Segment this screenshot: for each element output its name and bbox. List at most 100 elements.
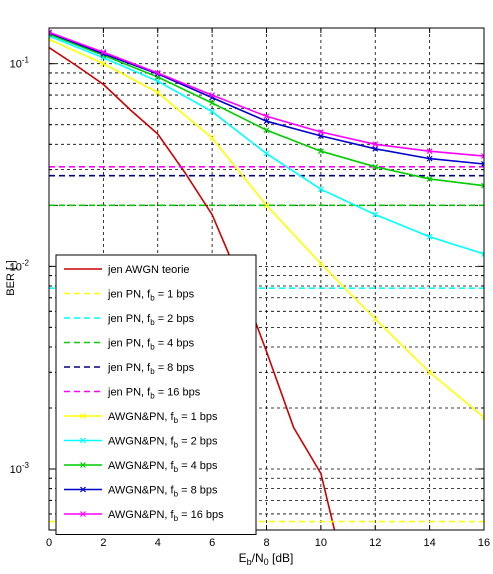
- legend-label: AWGN&PN, fb = 8 bps: [108, 485, 218, 499]
- data-point: [426, 233, 433, 240]
- marker-stroke: [209, 100, 216, 106]
- legend-label: jen PN, fb = 8 bps: [107, 362, 195, 376]
- y-tick-exponent: -2: [22, 258, 30, 267]
- legend-label-tail: = 16 bps: [155, 387, 201, 399]
- y-tick-label: 10-2: [10, 258, 30, 273]
- x-label-0: 0: [264, 557, 269, 567]
- legend-entry: AWGN&PN, fb = 2 bps: [64, 436, 218, 450]
- legend-label-sub: b: [174, 465, 179, 474]
- legend-label-sub: b: [174, 416, 179, 425]
- marker-stroke: [426, 155, 433, 162]
- data-point: [426, 175, 433, 182]
- data-point: [209, 92, 216, 99]
- marker-stroke: [317, 148, 324, 155]
- y-tick-labels: 10-3 10-210 -1: [10, 56, 30, 476]
- data-point: [209, 135, 216, 141]
- legend-label-sub: b: [150, 343, 155, 352]
- marker-stroke: [481, 184, 484, 189]
- data-point: [263, 202, 270, 209]
- data-point: [209, 108, 216, 115]
- data-point: [209, 100, 216, 106]
- marker-stroke: [481, 182, 484, 187]
- data-point: [263, 118, 270, 125]
- legend-label-tail: = 8 bps: [155, 362, 195, 374]
- series-6: [49, 36, 484, 421]
- marker-stroke: [263, 113, 270, 120]
- legend-label-main: AWGN&PN, f: [108, 485, 175, 497]
- data-point: [263, 150, 270, 157]
- marker-stroke: [481, 414, 484, 419]
- data-point: [426, 155, 433, 162]
- data-point: [481, 153, 484, 160]
- y-tick-exponent: -1: [22, 56, 30, 65]
- y-tick-exponent: -3: [22, 461, 30, 470]
- legend-entry: AWGN&PN, fb = 1 bps: [64, 411, 218, 425]
- legend-entry: jen AWGN teorie: [64, 264, 190, 276]
- data-point: [263, 113, 270, 120]
- x-tick-label: 12: [369, 537, 381, 549]
- data-point: [426, 148, 433, 155]
- x-tick-labels: 0 2 4 6 8 10 12 14 16: [46, 537, 490, 549]
- y-tick-label: 10-3: [10, 461, 30, 476]
- legend-marker: [80, 511, 86, 517]
- legend-label-main: jen AWGN teorie: [107, 264, 190, 276]
- marker-stroke: [481, 161, 484, 165]
- x-label-e: E: [239, 551, 247, 565]
- legend-label-sub: b: [174, 490, 179, 499]
- legend-label-tail: = 4 bps: [178, 460, 218, 472]
- y-axis-label: BER [-]: [5, 260, 17, 295]
- marker-stroke: [263, 118, 270, 125]
- legend-label-main: jen PN, f: [107, 338, 151, 350]
- legend-entry: jen PN, fb = 1 bps: [64, 289, 195, 303]
- marker-stroke: [426, 369, 433, 376]
- legend-label: AWGN&PN, fb = 2 bps: [108, 436, 218, 450]
- legend-label-tail: = 1 bps: [178, 411, 218, 423]
- data-point: [263, 127, 270, 134]
- data-point: [372, 141, 379, 148]
- marker-stroke: [317, 129, 324, 135]
- y-tick-base: 10: [10, 261, 22, 273]
- x-tick-label: 16: [478, 537, 490, 549]
- marker-stroke: [426, 233, 433, 240]
- data-point: [372, 316, 379, 322]
- marker-stroke: [49, 33, 52, 37]
- marker-stroke: [426, 175, 433, 182]
- legend-label: jen AWGN teorie: [107, 264, 190, 276]
- legend-entry: AWGN&PN, fb = 4 bps: [64, 460, 218, 474]
- legend-label-sub: b: [174, 441, 179, 450]
- legend-label-sub: b: [174, 514, 179, 523]
- marker-stroke: [49, 29, 52, 34]
- data-point: [372, 211, 379, 218]
- x-label-b: b: [247, 557, 252, 567]
- marker-stroke: [154, 70, 161, 76]
- marker-stroke: [372, 145, 379, 152]
- marker-stroke: [209, 135, 216, 141]
- x-label-unit: [dB]: [269, 551, 294, 565]
- legend-entry: AWGN&PN, fb = 8 bps: [64, 485, 218, 499]
- data-point: [317, 148, 324, 155]
- series-10: [49, 29, 484, 160]
- x-tick-label: 4: [155, 537, 161, 549]
- legend-label-tail: = 2 bps: [178, 436, 218, 448]
- data-point: [481, 251, 484, 257]
- legend-marker: [80, 462, 86, 468]
- legend-label: AWGN&PN, fb = 1 bps: [108, 411, 218, 425]
- legend-label-tail: = 16 bps: [178, 509, 224, 521]
- x-tick-label: 2: [100, 537, 106, 549]
- marker-stroke: [372, 163, 379, 170]
- x-tick-label: 8: [263, 537, 269, 549]
- marker-stroke: [100, 60, 107, 67]
- x-tick-label: 0: [46, 537, 52, 549]
- legend-label-main: AWGN&PN, f: [108, 509, 175, 521]
- marker-stroke: [49, 38, 52, 43]
- data-point: [372, 163, 379, 170]
- data-point: [481, 161, 484, 167]
- marker-stroke: [263, 150, 270, 157]
- data-point: [100, 49, 107, 56]
- legend-label-tail: = 8 bps: [178, 485, 218, 497]
- data-point: [100, 60, 107, 67]
- data-point: [317, 129, 324, 135]
- marker-stroke: [481, 153, 484, 157]
- axes-box: [48, 27, 485, 531]
